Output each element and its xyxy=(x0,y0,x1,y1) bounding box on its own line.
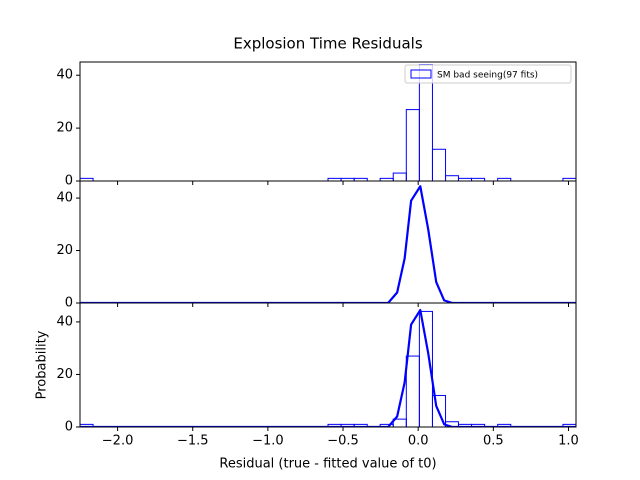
histogram-bin xyxy=(445,175,459,181)
histogram-bin xyxy=(497,177,512,181)
axes-frame xyxy=(79,302,577,428)
density-line xyxy=(80,185,576,303)
histogram-bin xyxy=(497,423,512,427)
histogram-bin xyxy=(80,423,94,427)
x-tick-label: 1.0 xyxy=(558,434,579,449)
x-tick-label: −2.0 xyxy=(102,434,134,449)
histogram-bin xyxy=(353,177,368,181)
histogram-bin xyxy=(405,355,420,427)
histogram-bin xyxy=(562,423,576,427)
y-tick-label: 40 xyxy=(56,68,73,83)
legend-box xyxy=(404,64,572,84)
histogram-bin xyxy=(353,423,368,427)
y-tick-label: 0 xyxy=(65,296,73,311)
legend-label: SM bad seeing(97 fits) xyxy=(437,71,538,81)
plot-area xyxy=(80,64,576,181)
x-tick-label: −0.5 xyxy=(327,434,359,449)
axes-frame xyxy=(79,180,577,304)
histogram-bin xyxy=(471,177,486,181)
y-tick-label: 20 xyxy=(56,121,73,136)
y-axis-label: Probability xyxy=(35,330,50,399)
histogram-bin xyxy=(392,172,407,181)
y-tick-label: 20 xyxy=(56,243,73,258)
x-axis-label: Residual (true - fitted value of t0) xyxy=(219,457,436,472)
histogram-bin xyxy=(405,109,420,181)
x-tick-label: 0.5 xyxy=(483,434,504,449)
histogram-bin xyxy=(471,423,486,427)
histogram-bin xyxy=(431,394,447,427)
x-tick-label: 0.0 xyxy=(408,434,429,449)
chart-title: Explosion Time Residuals xyxy=(233,35,422,53)
plot-area xyxy=(80,308,576,427)
plot-area xyxy=(80,185,576,303)
y-tick-label: 40 xyxy=(56,314,73,329)
y-tick-label: 40 xyxy=(56,191,73,206)
x-tick-label: −1.0 xyxy=(252,434,284,449)
x-tick-label: −1.5 xyxy=(177,434,209,449)
y-tick-label: 0 xyxy=(65,420,73,435)
histogram-bin xyxy=(431,148,447,181)
y-tick-label: 0 xyxy=(65,174,73,189)
histogram-bin xyxy=(562,177,576,181)
y-tick-label: 20 xyxy=(56,367,73,382)
density-line xyxy=(80,308,576,427)
histogram-bin xyxy=(80,177,94,181)
legend-swatch xyxy=(410,69,432,79)
